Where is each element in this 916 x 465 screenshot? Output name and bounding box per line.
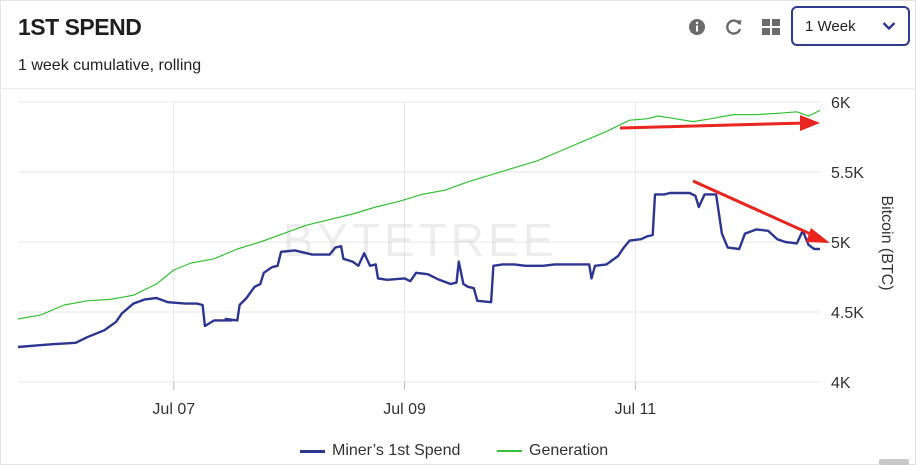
legend-swatch-miners-spend [300,449,325,453]
y-tick-label: 6K [831,95,851,112]
chart-series [17,109,821,349]
y-tick-label: 4K [831,375,851,392]
series-line-generation [17,109,821,320]
y-axis-label: Bitcoin (BTC) [878,195,895,290]
watermark-text: BYTETREE [283,214,558,266]
legend-label-miners-spend: Miner’s 1st Spend [332,442,461,459]
annotation-arrow-generation [619,121,807,130]
period-select-value: 1 Week [805,17,856,35]
y-axis: 4K 4.5K 5K 5.5K 6K [831,95,864,392]
annotation-arrow-spend [692,179,816,238]
refresh-icon[interactable] [723,16,745,38]
info-icon[interactable] [686,16,708,38]
grid-icon[interactable] [760,16,782,38]
period-select[interactable]: 1 Week [791,6,910,46]
y-tick-label: 4.5K [831,305,864,322]
x-tick-label: Jul 07 [152,401,195,418]
info-icon-glyph [689,19,705,35]
chart-subtitle: 1 week cumulative, rolling [18,57,202,74]
x-tick-label: Jul 09 [383,401,426,418]
scrollbar-thumb[interactable] [879,459,909,465]
chevron-down-icon [882,22,896,31]
x-axis: Jul 07 Jul 09 Jul 11 [152,382,656,418]
watermark: BYTETREE [283,214,558,266]
annotation-arrows [619,115,830,243]
y-tick-label: 5K [831,235,851,252]
arrowhead-generation [800,115,820,131]
chart-grid [18,101,820,383]
legend-swatch-generation [497,450,522,452]
legend-item-miners-spend[interactable]: Miner’s 1st Spend [300,440,460,462]
grid-icon-glyph [762,19,780,35]
refresh-icon-glyph [726,19,742,35]
x-tick-label: Jul 11 [615,401,657,418]
series-line-miners-spend [17,191,820,349]
arrowhead-spend [806,228,830,243]
y-tick-label: 5.5K [831,165,864,182]
legend-item-generation[interactable]: Generation [497,440,608,462]
header-divider [0,88,916,89]
page-title: 1ST SPEND [18,14,142,40]
legend-label-generation: Generation [529,442,609,459]
